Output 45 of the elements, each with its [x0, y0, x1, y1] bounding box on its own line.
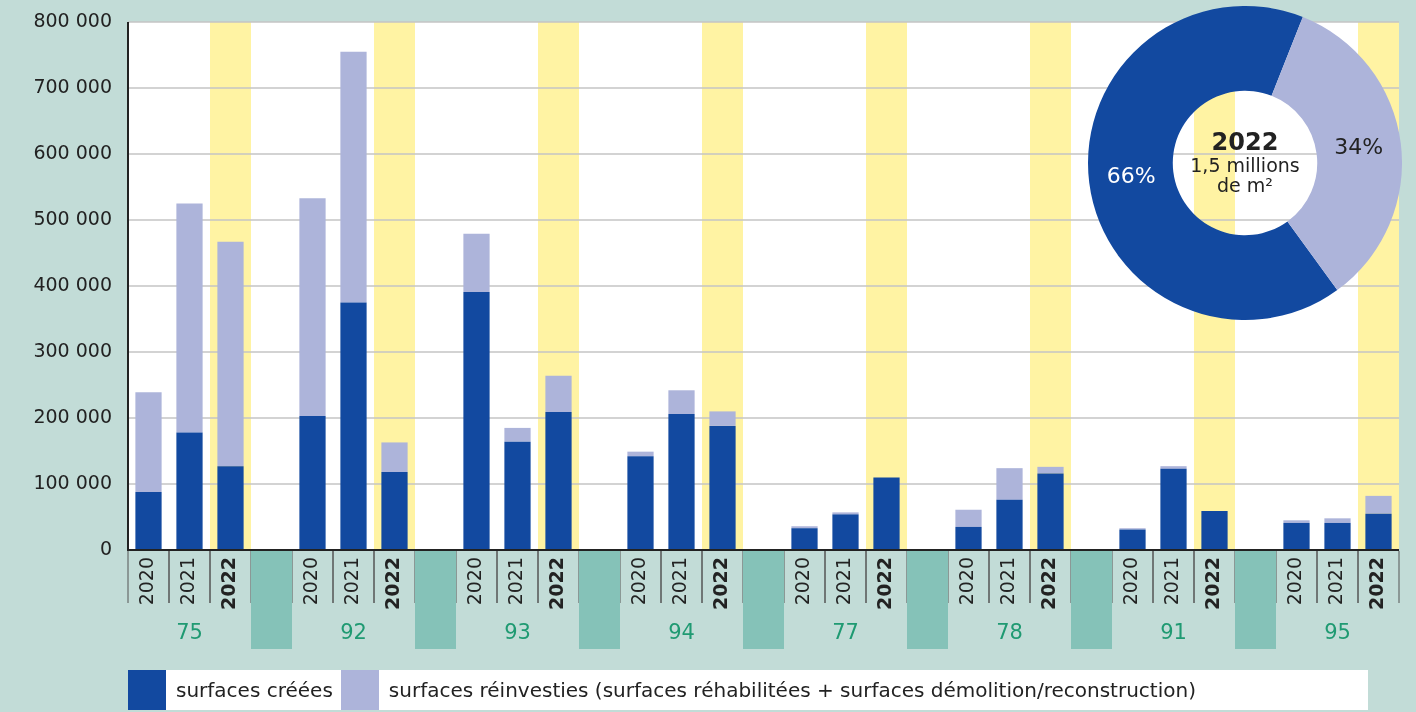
x-tick-label: 2021 [176, 557, 199, 606]
x-tick-label: 2022 [873, 557, 896, 610]
data-label: 66% [1106, 163, 1156, 189]
legend-label: surfaces créées [176, 678, 333, 702]
legend-label: surfaces réinvesties (surfaces réhabilitées + surfaces démolition/reconstruction) [388, 678, 1196, 702]
x-axis-title: 78 [996, 620, 1023, 645]
x-tick-label: 2020 [627, 557, 650, 606]
x-tick-label: 2021 [1160, 557, 1183, 606]
x-tick-label: 2022 [381, 557, 404, 610]
x-tick-label: 2020 [135, 557, 158, 606]
x-tick-label: 2021 [504, 557, 527, 606]
x-tick-label: 2022 [217, 557, 240, 610]
x-tick-label: 2021 [832, 557, 855, 606]
x-axis-title: 77 [832, 620, 859, 645]
x-axis-title: 91 [1160, 620, 1187, 645]
x-tick-label: 2022 [1037, 557, 1060, 610]
x-tick-label: 2022 [1365, 557, 1388, 610]
x-tick-label: 2021 [340, 557, 363, 606]
y-tick-label: 200 000 [33, 404, 112, 427]
x-tick-label: 2020 [299, 557, 322, 606]
y-tick-label: 100 000 [33, 470, 112, 493]
x-tick-label: 2021 [996, 557, 1019, 606]
y-tick-label: 0 [99, 536, 112, 559]
x-tick-label: 2020 [1283, 557, 1306, 606]
x-tick-label: 2020 [463, 557, 486, 606]
x-axis-title: 95 [1324, 620, 1351, 645]
y-tick-label: 600 000 [33, 140, 112, 163]
y-tick-label: 800 000 [33, 8, 112, 31]
y-tick-label: 500 000 [33, 206, 112, 229]
data-label: 34% [1334, 134, 1384, 160]
x-axis-title: 92 [340, 620, 367, 645]
y-tick-label: 400 000 [33, 272, 112, 295]
y-tick-label: 300 000 [33, 338, 112, 361]
x-tick-label: 2020 [1119, 557, 1142, 606]
x-tick-label: 2022 [1201, 557, 1224, 610]
x-tick-label: 2021 [1324, 557, 1347, 606]
x-tick-label: 2022 [709, 557, 732, 610]
y-tick-label: 700 000 [33, 74, 112, 97]
x-axis-title: 93 [504, 620, 531, 645]
x-tick-label: 2021 [668, 557, 691, 606]
x-axis-title: 75 [176, 620, 203, 645]
x-tick-label: 2020 [955, 557, 978, 606]
x-tick-label: 2022 [545, 557, 568, 610]
x-tick-label: 2020 [791, 557, 814, 606]
x-axis-title: 94 [668, 620, 695, 645]
